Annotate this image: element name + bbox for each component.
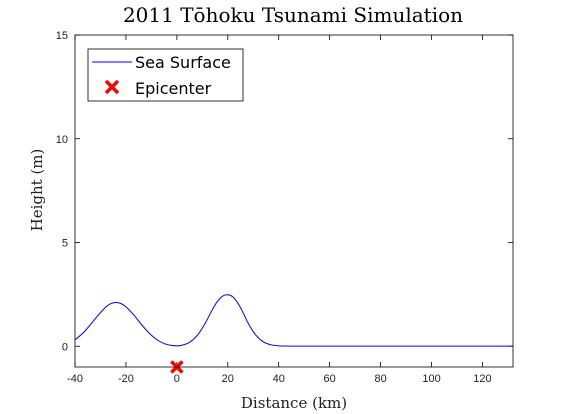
x-tick-label: 80 [374,373,386,385]
legend-marker-swatch [104,79,120,95]
y-tick-label: 10 [56,134,68,146]
legend: Sea Surface Epicenter [87,48,244,102]
x-axis-label: Distance (km) [241,394,347,412]
legend-entry-sea-surface: Sea Surface [135,53,231,72]
x-tick-label: 40 [273,373,285,385]
y-tick-label: 15 [56,30,68,42]
y-tick-label: 5 [62,238,68,250]
x-tick-label: 100 [422,373,440,385]
y-axis-label: Height (m) [28,149,46,232]
x-tick-label: 120 [473,373,491,385]
chart-title: 2011 Tōhoku Tsunami Simulation [123,3,463,27]
x-tick-label: 0 [174,373,180,385]
x-tick-label: -40 [67,373,83,385]
x-tick-label: 60 [324,373,336,385]
axes-frame [74,34,514,368]
y-tick-label: 0 [62,341,68,353]
sea-surface-line [74,294,514,347]
x-tick-label: -20 [118,373,134,385]
legend-box [87,48,244,102]
x-tick-label: 20 [222,373,234,385]
legend-entry-epicenter: Epicenter [135,79,212,98]
axis-ticks: -40 -20 0 20 40 60 80 100 120 0 5 10 15 [56,30,513,385]
